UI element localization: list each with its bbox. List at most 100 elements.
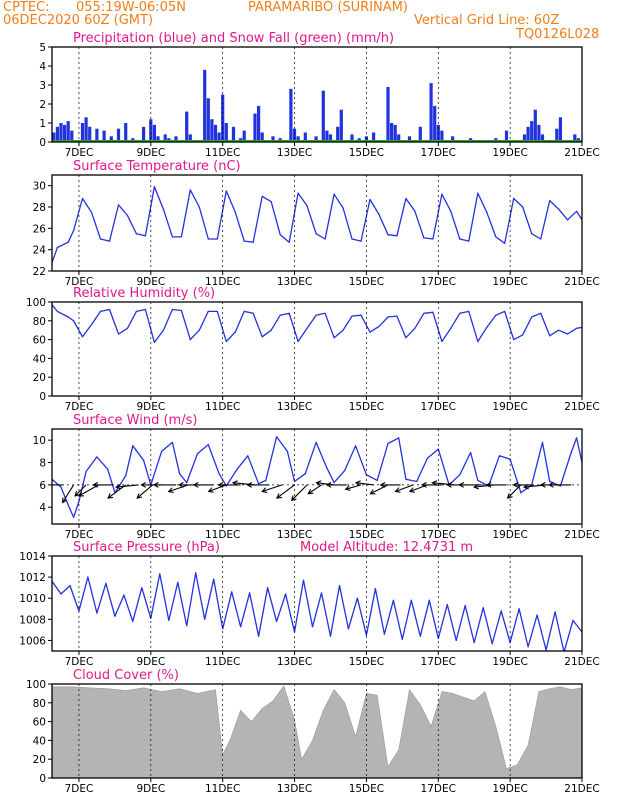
precip-bar [555,128,559,142]
precip-bar [336,126,340,142]
wind-vector [506,484,522,499]
precip-bar [537,124,541,142]
temperature-point [567,219,569,221]
temperature-point [207,238,209,240]
wind-vector [369,484,389,495]
wind-point [132,445,134,447]
pressure-point [69,585,71,587]
pressure-point [231,591,233,593]
wind-line [52,436,582,518]
precip-bar [88,126,92,142]
pressure-point [482,607,484,609]
pressure-y-tick-label: 1006 [19,635,46,647]
temperature-point [153,186,155,188]
pressure-point [446,604,448,606]
precip-bar [533,109,537,142]
temperature-title: Surface Temperature (nC) [73,159,241,174]
pressure-point [401,638,403,641]
temperature-point [288,241,290,243]
temperature-x-tick-label: 15DEC [349,276,384,288]
precip-bar [540,134,545,142]
humidity-y-tick-label: 80 [33,316,46,328]
precip-bar [59,123,63,142]
wind-point [196,453,199,455]
precip-bar [350,134,354,142]
wind-vector [394,484,414,493]
humidity-point [261,336,263,338]
humidity-y-tick-label: 20 [33,372,46,384]
pressure-x-tick-label: 11DEC [205,656,240,668]
temperature-panel: 22 24 26 28 30 7DEC 9DEC 11DEC 13DEC 15DEC 17DEC 19… [33,159,600,288]
precip-bar [80,123,85,142]
pressure-point [464,605,466,607]
pressure-data [52,572,582,651]
pressure-point [213,578,215,580]
pressure-x-tick-label: 13DEC [277,656,312,668]
temperature-point [369,198,371,201]
wind-point [247,455,249,457]
humidity-line [52,304,582,344]
precip-bar [526,126,530,142]
temperature-line [52,186,582,263]
wind-vector [152,482,176,488]
humidity-x-tick-label: 13DEC [277,401,312,413]
wind-x-tick-label: 13DEC [277,529,312,541]
humidity-point [540,312,542,314]
cloud-x-tick-label: 19DEC [492,783,527,795]
precip-bar [206,98,210,142]
pressure-point [365,634,367,636]
humidity-point [486,326,488,328]
temperature-x-tick-label: 21DEC [564,276,599,288]
wind-point [186,482,188,484]
humidity-point [441,340,443,343]
temperature-point [495,236,497,238]
precip-bar [203,69,207,142]
cloud-x-tick-label: 7DEC [65,783,94,795]
temperature-x-tick-label: 9DEC [136,276,165,288]
wind-x-tick-label: 7DEC [65,529,94,541]
temperature-point [540,238,542,240]
wind-vector [344,484,362,491]
wind-point [107,468,109,470]
pressure-x-tick-label: 19DEC [492,656,527,668]
pressure-point [500,610,502,612]
temperature-y-tick-label: 24 [33,245,47,257]
temperature-point [270,201,272,203]
humidity-y-tick-label: 0 [39,391,46,403]
pressure-point [114,615,116,617]
wind-point [171,441,173,443]
precip-bar [451,136,455,142]
temperature-point [333,193,335,195]
wind-vector [74,484,87,497]
temperature-point [108,240,111,242]
precip-bar [418,126,422,142]
cloud-x-tick-label: 13DEC [277,783,312,795]
humidity-point [225,340,227,343]
wind-point [576,437,578,439]
precip-x-tick-label: 15DEC [349,147,384,159]
precip-y-tick-label: 0 [39,137,46,149]
humidity-point [306,327,308,329]
cloud-x-tick-label: 17DEC [421,783,456,795]
temperature-point [405,197,407,200]
pressure-point [491,643,493,645]
precip-x-tick-label: 9DEC [136,147,165,159]
wind-point [387,442,389,445]
header-coords: 055:19W-06:05N [76,0,186,15]
temperature-point [73,229,75,232]
temperature-frame [51,174,583,272]
humidity-point [333,337,335,339]
wind-point [498,455,500,457]
humidity-point [450,327,452,329]
pressure-point [428,599,430,601]
precip-bar [573,134,577,142]
pressure-title: Surface Pressure (hPa) [73,540,220,555]
wind-x-tick-label: 11DEC [205,529,240,541]
cloud-y-tick-label: 0 [39,773,46,785]
pressure-point [302,579,305,581]
pressure-point [276,620,278,623]
wind-point [376,479,378,481]
wind-vector [512,482,534,488]
humidity-point [126,327,129,329]
precip-bar [530,121,534,142]
